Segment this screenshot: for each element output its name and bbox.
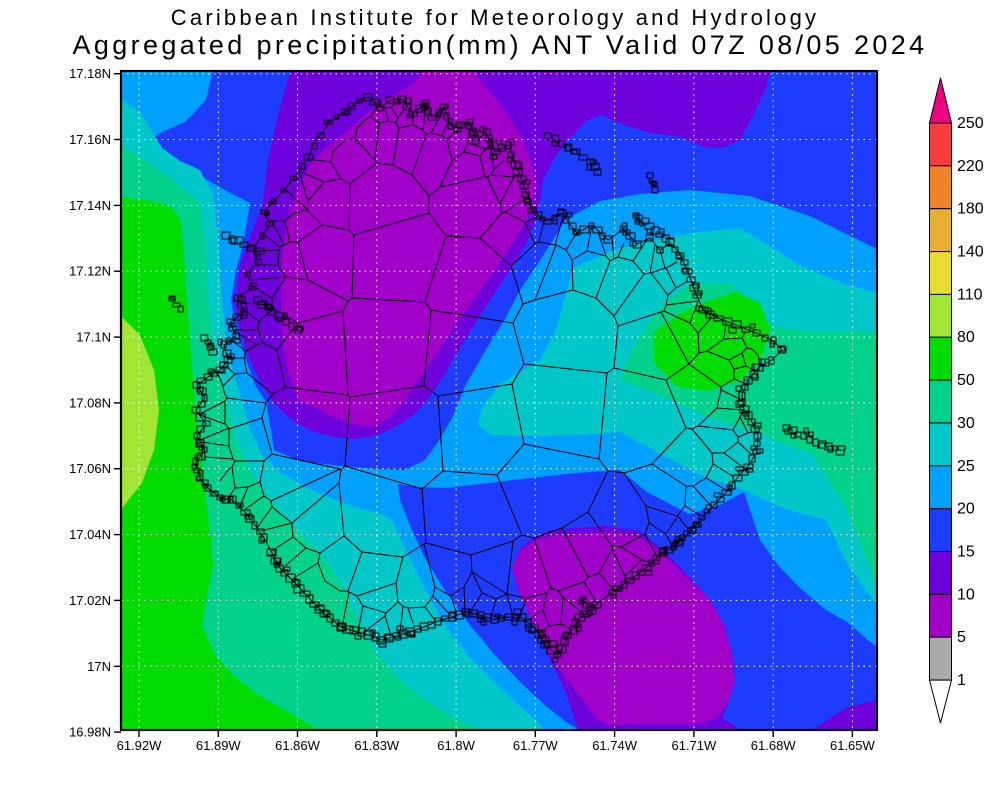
svg-text:110: 110 xyxy=(957,286,983,303)
svg-text:220: 220 xyxy=(957,158,984,175)
svg-text:Caribbean Institute for Meteor: Caribbean Institute for Meteorology and … xyxy=(171,5,819,30)
svg-text:140: 140 xyxy=(957,244,984,261)
svg-text:180: 180 xyxy=(957,201,984,218)
svg-text:17N: 17N xyxy=(87,659,111,674)
svg-text:17.04N: 17.04N xyxy=(69,527,111,542)
svg-text:17.12N: 17.12N xyxy=(69,264,111,279)
svg-text:10: 10 xyxy=(957,586,975,603)
svg-text:17.18N: 17.18N xyxy=(69,66,111,81)
svg-text:30: 30 xyxy=(957,415,975,432)
svg-text:250: 250 xyxy=(957,115,984,132)
svg-text:20: 20 xyxy=(957,501,975,518)
svg-text:17.1N: 17.1N xyxy=(76,330,111,345)
svg-text:5: 5 xyxy=(957,629,966,646)
svg-text:Aggregated precipitation(mm) A: Aggregated precipitation(mm) ANT Valid 0… xyxy=(73,30,928,60)
svg-text:61.83W: 61.83W xyxy=(354,738,400,753)
svg-text:80: 80 xyxy=(957,329,975,346)
svg-text:17.14N: 17.14N xyxy=(69,198,111,213)
svg-text:17.16N: 17.16N xyxy=(69,132,111,147)
svg-text:25: 25 xyxy=(957,458,975,475)
svg-text:1: 1 xyxy=(957,672,966,689)
svg-text:61.65W: 61.65W xyxy=(830,738,876,753)
svg-text:15: 15 xyxy=(957,544,975,561)
svg-text:61.92W: 61.92W xyxy=(117,738,163,753)
svg-text:61.68W: 61.68W xyxy=(751,738,797,753)
svg-text:17.08N: 17.08N xyxy=(69,395,111,410)
svg-text:16.98N: 16.98N xyxy=(69,725,111,740)
svg-text:61.77W: 61.77W xyxy=(513,738,559,753)
svg-text:61.89W: 61.89W xyxy=(196,738,242,753)
svg-text:61.86W: 61.86W xyxy=(275,738,321,753)
svg-text:61.71W: 61.71W xyxy=(671,738,717,753)
svg-text:50: 50 xyxy=(957,372,975,389)
svg-text:17.06N: 17.06N xyxy=(69,461,111,476)
svg-text:61.74W: 61.74W xyxy=(592,738,638,753)
svg-text:61.8W: 61.8W xyxy=(437,738,475,753)
svg-text:17.02N: 17.02N xyxy=(69,593,111,608)
